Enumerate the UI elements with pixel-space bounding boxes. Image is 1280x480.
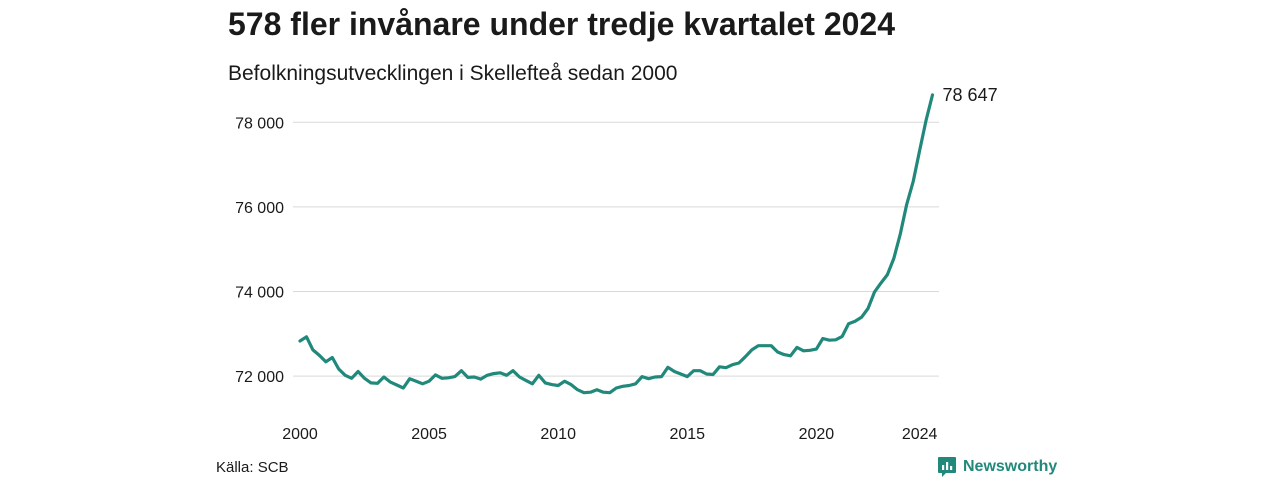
y-axis-labels: 72 000 74 000 76 000 78 000	[235, 115, 284, 386]
x-tick-label: 2000	[282, 426, 318, 443]
series-line	[298, 93, 935, 395]
x-tick-label: 2020	[799, 426, 835, 443]
end-value-label: 78 647	[943, 85, 998, 105]
x-tick-label: 2005	[411, 426, 447, 443]
y-tick-label: 76 000	[235, 200, 284, 217]
x-tick-label: 2024	[902, 426, 938, 443]
y-tick-label: 72 000	[235, 369, 284, 386]
x-tick-label: 2015	[669, 426, 705, 443]
brand-name: Newsworthy	[963, 458, 1058, 475]
y-tick-label: 74 000	[235, 285, 284, 302]
population-line	[298, 93, 935, 395]
source-note: Källa: SCB	[216, 459, 289, 476]
x-axis-labels: 2000 2005 2010 2015 2020 2024	[282, 426, 937, 443]
brand-logo: Newsworthy	[937, 456, 1057, 478]
end-value-label-text: 78 647	[943, 85, 998, 105]
chart-subtitle: Befolkningsutvecklingen i Skellefteå sed…	[228, 62, 678, 85]
chart-title: 578 fler invånare under tredje kvartalet…	[228, 6, 896, 42]
gridlines	[293, 121, 939, 377]
x-tick-label: 2010	[540, 426, 576, 443]
y-tick-label: 78 000	[235, 115, 284, 132]
bar-chart-icon	[938, 457, 956, 477]
